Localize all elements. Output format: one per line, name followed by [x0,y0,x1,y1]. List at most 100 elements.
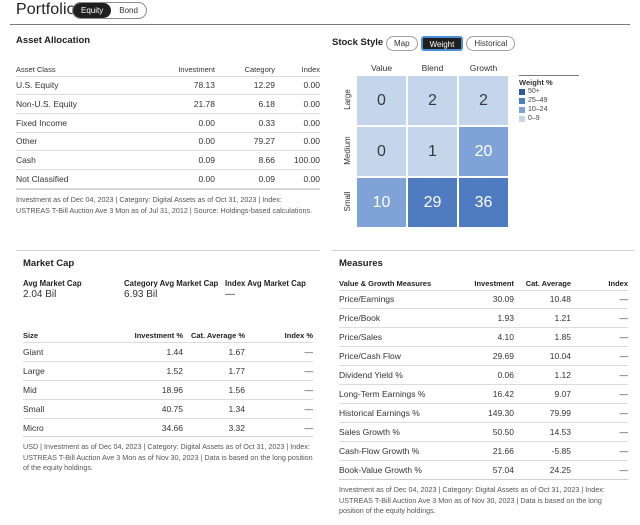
col-size: Size [23,330,39,340]
row-medium: Medium [343,136,352,165]
table-row: Sales Growth % 50.50 14.53 — [339,421,628,442]
market-cap-note: USD | Investment as of Dec 04, 2023 | Ca… [23,442,313,472]
category-value: 1.67 [183,341,245,361]
investment-value: 0.00 [126,168,215,189]
measure-label: Book-Value Growth % [339,459,454,479]
legend-item: 50+ [519,87,579,96]
index-value: — [571,346,628,366]
asset-class-label: Other [16,131,126,151]
asset-allocation-bottom-rule [16,189,320,190]
asset-allocation-title: Asset Allocation [16,35,91,46]
index-avg-market-cap: Index Avg Market Cap — [225,279,320,300]
investment-value: 57.04 [454,459,514,479]
measures-bottom-rule [339,479,628,480]
index-value: — [245,379,313,399]
category-value: 24.25 [514,459,571,479]
legend-swatch [519,115,525,122]
category-value: 10.04 [514,346,571,366]
col-investment: Investment [474,279,514,289]
row-large: Large [343,89,352,110]
asset-class-label: Fixed Income [16,112,126,133]
investment-value: 0.09 [126,150,215,170]
index-avg-market-cap-value: — [225,289,235,300]
index-value: — [571,421,628,442]
tab-equity[interactable]: Equity [73,3,112,18]
index-value: — [571,327,628,347]
index-value: — [245,341,313,361]
legend-rule [519,75,579,76]
measure-label: Dividend Yield % [339,365,454,385]
category-value: 8.66 [215,150,275,170]
legend-label: 10–24 [528,106,548,113]
table-row: Mid 18.96 1.56 — [23,379,313,399]
measure-label: Price/Cash Flow [339,346,454,366]
category-value: 6.18 [215,94,275,114]
tab-historical[interactable]: Historical [466,36,516,51]
size-label: Mid [23,379,103,399]
market-cap-table: Size Investment % Cat. Average % Index %… [23,329,313,437]
index-value: 0.00 [275,75,320,95]
table-row: Small 40.75 1.34 — [23,398,313,418]
investment-value: 4.10 [454,327,514,347]
col-investment: Investment [178,65,215,75]
index-value: — [245,360,313,380]
legend-title: Weight % [519,78,553,87]
investment-value: 78.13 [126,75,215,95]
category-value: 0.33 [215,112,275,133]
index-value: 0.00 [275,112,320,133]
asset-class-label: Not Classified [16,168,126,189]
investment-value: 34.66 [103,417,183,437]
index-value: — [571,365,628,385]
tab-map[interactable]: Map [386,36,418,51]
category-value: 79.99 [514,402,571,423]
tab-weight[interactable]: Weight [420,36,464,51]
col-cat-average: Cat. Average [525,279,571,289]
weight-legend: Weight % 50+ 25–49 10–24 0–9 [519,75,579,123]
measures-table: Value & Growth Measures Investment Cat. … [339,278,628,479]
category-value: 12.29 [215,75,275,95]
market-cap-top-rule [16,250,320,251]
investment-value: 16.42 [454,383,514,404]
table-row: Dividend Yield % 0.06 1.12 — [339,365,628,385]
measures-title: Measures [339,258,383,269]
category-avg-market-cap: Category Avg Market Cap 6.93 Bil [124,279,219,300]
col-measure: Value & Growth Measures [339,279,432,289]
table-row: Not Classified 0.00 0.09 0.00 [16,168,320,189]
measure-label: Price/Earnings [339,289,454,309]
index-value: — [245,398,313,418]
table-row: Cash 0.09 8.66 100.00 [16,150,320,170]
investment-value: 1.44 [103,341,183,361]
style-cell: 2 [407,75,458,126]
category-value: 79.27 [215,131,275,151]
index-value: 0.00 [275,131,320,151]
measure-label: Price/Sales [339,327,454,347]
investment-value: 18.96 [103,379,183,399]
col-index-pct: Index % [284,330,313,340]
asset-allocation-table: Asset Class Investment Category Index U.… [16,64,320,189]
measure-label: Historical Earnings % [339,402,454,423]
investment-value: 40.75 [103,398,183,418]
measure-label: Cash-Flow Growth % [339,440,454,461]
legend-item: 25–49 [519,96,579,105]
category-value: 1.21 [514,308,571,328]
table-row: Giant 1.44 1.67 — [23,341,313,361]
category-avg-market-cap-label: Category Avg Market Cap [124,279,219,288]
index-value: 100.00 [275,150,320,170]
asset-class-label: U.S. Equity [16,75,126,95]
col-category: Category [244,65,275,75]
tab-bond[interactable]: Bond [119,6,138,15]
index-value: 0.00 [275,168,320,189]
table-row: Cash-Flow Growth % 21.66 -5.85 — [339,440,628,461]
table-row: Price/Earnings 30.09 10.48 — [339,289,628,309]
category-value: 1.56 [183,379,245,399]
category-value: 1.77 [183,360,245,380]
style-cell: 10 [356,177,407,228]
legend-swatch [519,97,525,104]
style-cell: 20 [458,126,509,177]
col-blend: Blend [421,63,444,73]
col-index: Index [301,65,320,75]
index-value: — [245,417,313,437]
category-value: 1.12 [514,365,571,385]
category-value: 14.53 [514,421,571,442]
category-value: -5.85 [514,440,571,461]
